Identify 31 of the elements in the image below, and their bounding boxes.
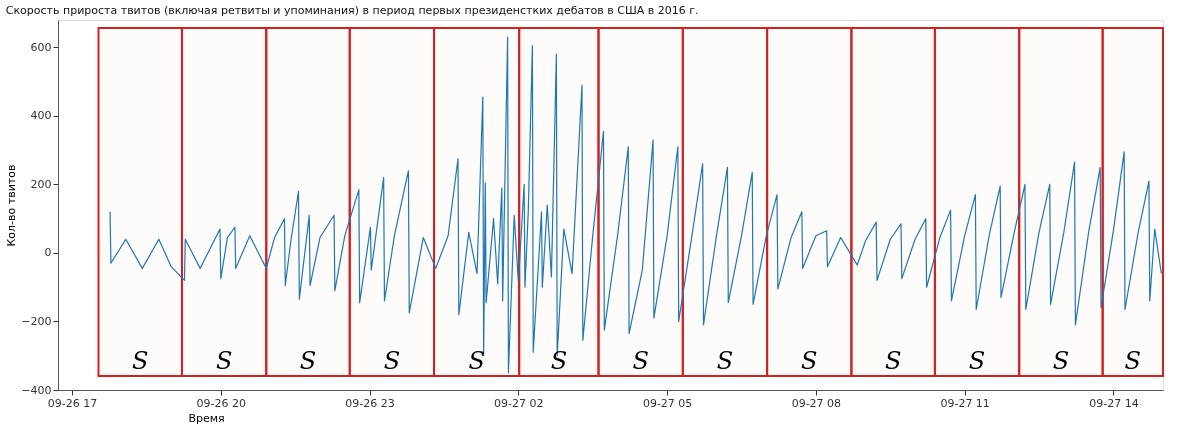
x-tick-label: 09-27 05	[642, 396, 693, 410]
band-label: S	[968, 347, 986, 375]
x-tick-label: 09-26 20	[196, 396, 247, 410]
band-label: S	[1124, 347, 1142, 375]
band-label: S	[884, 347, 902, 375]
y-tick-label: −400	[21, 383, 52, 397]
band-label: S	[801, 347, 818, 375]
x-tick-label: 09-27 08	[791, 396, 842, 410]
x-tick-label: 09-27 11	[940, 396, 990, 410]
x-tick-label: 09-26 17	[47, 396, 98, 410]
y-tick-label: 0	[44, 246, 52, 260]
y-tick-label: −200	[21, 314, 52, 328]
chart-title: Скорость прироста твитов (включая ретвиты и упоминания) в период первых президенстких дебатов в США в 2016 г.	[5, 4, 699, 17]
x-tick-label: 09-26 23	[345, 396, 395, 410]
band-label: S	[632, 347, 649, 375]
y-axis-title: Кол-во твитов	[5, 164, 19, 247]
band-label: S	[215, 347, 233, 375]
band-label: S	[716, 347, 734, 375]
line-series	[109, 36, 1162, 374]
y-tick-label: 600	[30, 40, 52, 54]
band-label: S	[132, 347, 149, 375]
x-axis-title: Время	[188, 411, 225, 425]
band-label: S	[299, 347, 317, 375]
band-label: S	[1052, 347, 1070, 375]
y-tick-label: 200	[30, 177, 52, 191]
x-tick-label: 09-27 14	[1089, 396, 1139, 410]
band-label: S	[383, 347, 401, 375]
x-tick-label: 09-27 02	[494, 396, 544, 410]
y-tick-label: 400	[30, 109, 52, 123]
band-label: S	[468, 347, 485, 375]
band-label: S	[550, 347, 568, 375]
